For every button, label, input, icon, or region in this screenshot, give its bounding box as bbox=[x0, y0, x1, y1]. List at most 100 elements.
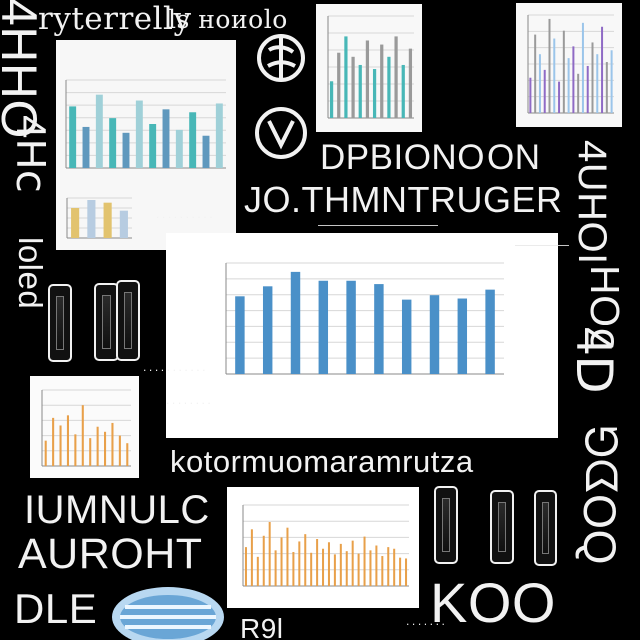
main-chart-card bbox=[166, 233, 558, 438]
chart-bar bbox=[44, 440, 47, 466]
chart-bar bbox=[333, 554, 336, 586]
chart-bar bbox=[69, 106, 77, 168]
bottom-left-2: AUROHT bbox=[18, 530, 203, 578]
left-top-chart bbox=[56, 40, 236, 250]
chart-bar bbox=[274, 550, 277, 586]
top-center-chart bbox=[316, 4, 422, 132]
chart-bar bbox=[375, 545, 378, 586]
bottom-left-3: DLE bbox=[14, 585, 98, 632]
chart-bar bbox=[605, 62, 608, 113]
chart-bar bbox=[529, 77, 532, 113]
chart-bar bbox=[280, 537, 283, 586]
top-center-card bbox=[316, 4, 422, 132]
left-top-card bbox=[56, 40, 236, 250]
bottom-right-text: KOO bbox=[430, 571, 556, 634]
chart-bar bbox=[394, 36, 398, 118]
chart-bar bbox=[581, 22, 584, 114]
chart-bar bbox=[405, 558, 408, 586]
chart-bar bbox=[577, 73, 580, 113]
small-left-chart bbox=[30, 376, 139, 478]
right-vertical-1: 4UHOI bbox=[570, 140, 614, 265]
device-panel-3 bbox=[116, 280, 140, 361]
chart-bar bbox=[374, 284, 384, 374]
center-large-line: kotormuomaramrutza bbox=[170, 444, 474, 479]
chart-bar bbox=[290, 271, 301, 374]
chart-bar bbox=[485, 289, 495, 374]
right-vertical-3: 4Ⅾ bbox=[566, 327, 622, 395]
left-yellow-chart-card bbox=[57, 190, 142, 246]
chart-bar bbox=[572, 46, 575, 113]
chart-bar bbox=[104, 431, 107, 466]
chart-bar bbox=[339, 543, 342, 586]
chart-bar bbox=[95, 94, 103, 168]
chart-bar bbox=[292, 551, 295, 586]
chart-bar bbox=[344, 36, 348, 118]
chart-bar bbox=[387, 56, 391, 118]
right-heading-1b: ON bbox=[487, 138, 541, 177]
left-yellow-chart bbox=[57, 190, 142, 246]
chart-bar bbox=[126, 443, 129, 466]
chart-background bbox=[166, 233, 558, 438]
chart-bar bbox=[380, 44, 384, 119]
chart-bar bbox=[89, 438, 92, 466]
small-label-4: ....... bbox=[405, 618, 447, 628]
chart-bar bbox=[429, 295, 440, 374]
chart-bar bbox=[304, 534, 307, 586]
bottom-center-chart-card bbox=[227, 487, 419, 608]
chart-bar bbox=[346, 280, 356, 374]
chart-bar bbox=[558, 81, 561, 113]
bottom-center-text: R9l bbox=[240, 613, 284, 640]
chart-bar bbox=[244, 547, 247, 586]
chart-bar bbox=[316, 539, 319, 586]
chart-bar bbox=[59, 425, 62, 466]
chart-bar bbox=[135, 100, 143, 168]
chart-bar bbox=[74, 434, 77, 466]
chart-bar bbox=[109, 118, 117, 168]
chart-bar bbox=[457, 298, 468, 374]
chart-bar bbox=[337, 52, 341, 118]
chart-bar bbox=[329, 81, 334, 118]
chart-bar bbox=[96, 426, 99, 466]
chart-bar bbox=[596, 54, 599, 113]
chart-bar bbox=[103, 202, 112, 238]
chart-bar bbox=[543, 69, 546, 113]
small-label-3: ........ bbox=[165, 397, 213, 407]
chart-bar bbox=[591, 42, 594, 113]
chart-bar bbox=[381, 556, 384, 586]
chart-bar bbox=[268, 522, 271, 586]
chart-bar bbox=[262, 535, 265, 586]
vertical-emblem-icon bbox=[255, 107, 307, 159]
left-vertical-mid-text: 4Hⅽ bbox=[8, 115, 55, 194]
chart-bar bbox=[369, 550, 372, 586]
chart-bar bbox=[601, 26, 604, 113]
chart-bar bbox=[562, 30, 565, 113]
chart-bar bbox=[548, 18, 551, 114]
chart-bar bbox=[122, 132, 130, 168]
right-heading-1: DPBIONO bbox=[320, 138, 485, 177]
header-top-right-text: ls ноиоlo bbox=[168, 5, 288, 34]
chart-bar bbox=[538, 54, 541, 113]
chart-bar bbox=[567, 58, 570, 113]
chart-bar bbox=[256, 556, 259, 586]
divider-line-1 bbox=[318, 225, 438, 226]
chart-bar bbox=[534, 34, 537, 113]
chart-bar bbox=[111, 422, 114, 466]
chart-bar bbox=[162, 109, 170, 168]
device-panel-6 bbox=[534, 490, 557, 566]
left-vertical-bottom-text: loled bbox=[12, 237, 49, 310]
chart-bar bbox=[66, 415, 69, 466]
chart-bar bbox=[610, 50, 613, 113]
right-vertical-5: OQ bbox=[574, 494, 625, 566]
chart-bar bbox=[119, 210, 128, 238]
chart-bar bbox=[81, 405, 84, 466]
chart-bar bbox=[262, 286, 273, 374]
divider-line-2 bbox=[515, 245, 569, 246]
chart-bar bbox=[250, 529, 253, 586]
chart-bar bbox=[149, 124, 157, 168]
chart-bar bbox=[387, 547, 390, 586]
chart-bar bbox=[286, 527, 289, 586]
chart-bar bbox=[357, 553, 360, 586]
chart-bar bbox=[322, 548, 325, 586]
chart-bar bbox=[399, 557, 402, 586]
chart-bar bbox=[365, 40, 370, 119]
